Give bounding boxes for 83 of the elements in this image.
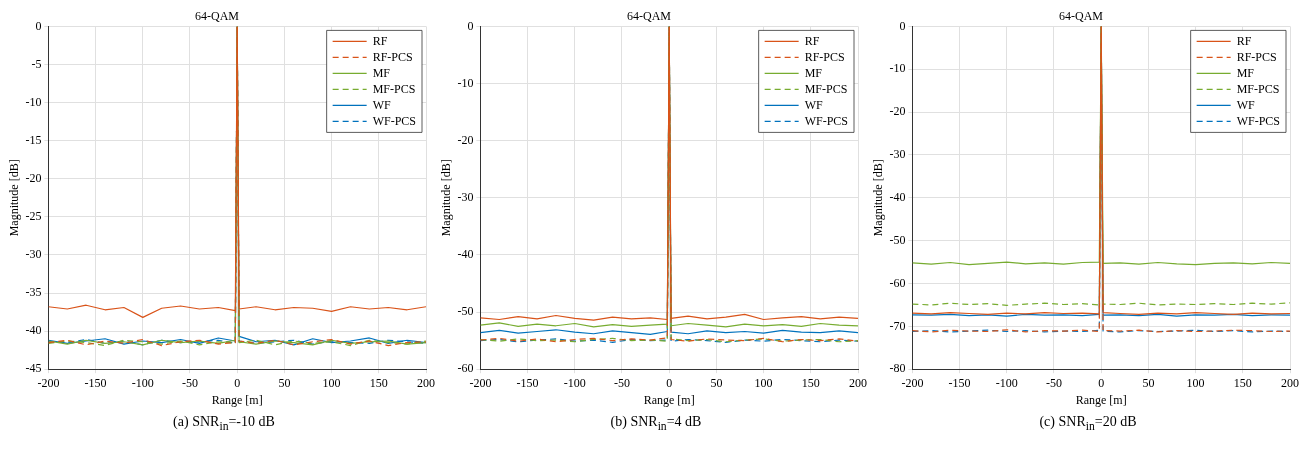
x-tick-label: -200 <box>901 375 924 390</box>
y-tick-label: -80 <box>889 361 906 376</box>
x-tick-label: 0 <box>1098 375 1105 390</box>
x-tick-label: -100 <box>131 375 154 390</box>
x-tick-label: 0 <box>234 375 241 390</box>
x-axis-title: Range [m] <box>643 392 695 407</box>
y-tick-label: 0 <box>35 18 42 33</box>
y-tick-label: -5 <box>31 56 42 71</box>
x-tick-label: -100 <box>995 375 1018 390</box>
y-tick-label: 0 <box>467 18 474 33</box>
legend-label: MF-PCS <box>804 81 848 96</box>
y-tick-label: -45 <box>25 361 42 376</box>
x-tick-label: 50 <box>710 375 723 390</box>
y-tick-label: -70 <box>889 318 906 333</box>
y-tick-label: -50 <box>457 304 474 319</box>
x-tick-label: 100 <box>322 375 341 390</box>
y-tick-label: 0 <box>899 18 906 33</box>
x-tick-label: -50 <box>614 375 630 390</box>
x-tick-label: 150 <box>369 375 388 390</box>
legend-label: WF-PCS <box>372 113 417 128</box>
legend-label: MF-PCS <box>1236 81 1280 96</box>
legend-label: RF <box>372 33 388 48</box>
x-tick-label: -150 <box>516 375 539 390</box>
y-tick-label: -40 <box>25 323 42 338</box>
x-tick-label: -100 <box>563 375 586 390</box>
x-axis-title: Range [m] <box>211 392 263 407</box>
x-tick-label: 100 <box>754 375 773 390</box>
x-tick-label: 150 <box>801 375 820 390</box>
chart-title: 64-QAM <box>627 9 672 24</box>
legend-label: WF <box>1236 97 1255 112</box>
legend-label: WF-PCS <box>1236 113 1281 128</box>
chart-title: 64-QAM <box>1059 9 1104 24</box>
y-axis-title: Magnitude [dB] <box>7 159 22 237</box>
x-axis-title: Range [m] <box>1075 392 1127 407</box>
y-axis-title: Magnitude [dB] <box>439 159 454 237</box>
x-tick-label: -150 <box>948 375 971 390</box>
y-tick-label: -20 <box>889 104 906 119</box>
x-tick-label: 150 <box>1233 375 1252 390</box>
x-tick-label: 50 <box>1142 375 1155 390</box>
y-tick-label: -35 <box>25 285 42 300</box>
x-tick-label: -150 <box>84 375 107 390</box>
x-tick-label: 200 <box>1281 375 1299 390</box>
y-tick-label: -20 <box>457 132 474 147</box>
x-tick-label: 0 <box>666 375 673 390</box>
legend-label: WF-PCS <box>804 113 849 128</box>
x-tick-label: -50 <box>1046 375 1062 390</box>
x-tick-label: -200 <box>37 375 60 390</box>
y-tick-label: -15 <box>25 132 42 147</box>
chart-title: 64-QAM <box>195 9 240 24</box>
y-tick-label: -10 <box>25 94 42 109</box>
legend-label: RF-PCS <box>1236 49 1277 64</box>
y-tick-label: -40 <box>457 247 474 262</box>
x-tick-label: 200 <box>849 375 867 390</box>
y-tick-label: -30 <box>25 247 42 262</box>
x-tick-label: 50 <box>278 375 291 390</box>
y-tick-label: -20 <box>25 170 42 185</box>
y-tick-label: -40 <box>889 189 906 204</box>
legend-label: RF <box>804 33 820 48</box>
y-tick-label: -60 <box>457 361 474 376</box>
x-tick-label: 100 <box>1186 375 1205 390</box>
y-tick-label: -30 <box>889 147 906 162</box>
y-tick-label: -50 <box>889 232 906 247</box>
y-tick-label: -30 <box>457 189 474 204</box>
legend-label: WF <box>372 97 391 112</box>
legend-label: MF <box>804 65 823 80</box>
y-axis-title: Magnitude [dB] <box>871 159 886 237</box>
legend-label: RF-PCS <box>804 49 845 64</box>
x-tick-label: -50 <box>182 375 198 390</box>
y-tick-label: -10 <box>457 75 474 90</box>
legend-label: WF <box>804 97 823 112</box>
text: (c) SNR$_{in}$=20 dB <box>1038 414 1138 433</box>
legend-label: RF-PCS <box>372 49 413 64</box>
x-tick-label: -200 <box>469 375 492 390</box>
legend-label: RF <box>1236 33 1252 48</box>
legend-label: MF <box>1236 65 1255 80</box>
x-tick-label: 200 <box>417 375 435 390</box>
legend-label: MF-PCS <box>372 81 416 96</box>
y-tick-label: -60 <box>889 275 906 290</box>
y-tick-label: -25 <box>25 209 42 223</box>
text: (a) SNR$_{in}$=-10 dB <box>172 414 276 433</box>
text: (b) SNR$_{in}$=4 dB <box>609 414 703 433</box>
y-tick-label: -10 <box>889 61 906 76</box>
legend-label: MF <box>372 65 391 80</box>
